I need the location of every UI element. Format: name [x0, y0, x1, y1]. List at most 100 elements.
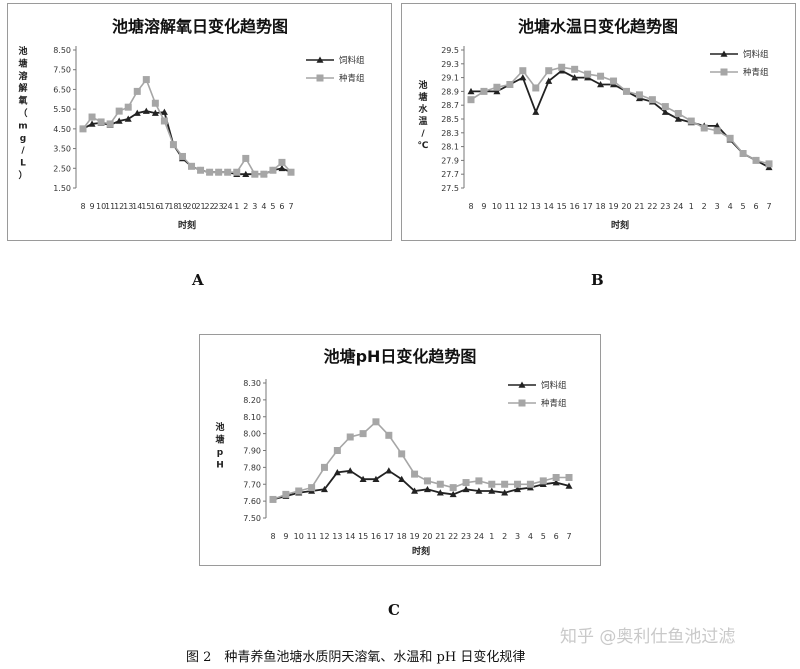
x-tick-label: 7: [288, 202, 293, 211]
x-tick-label: 3: [715, 202, 720, 211]
series-line: [82, 110, 292, 176]
x-tick-label: 3: [515, 532, 520, 541]
panel-letter-c: C: [388, 601, 400, 619]
x-tick-label: 24: [223, 202, 233, 211]
data-point: [359, 430, 367, 438]
data-point: [597, 81, 605, 88]
x-tick-label: 21: [195, 202, 205, 211]
data-point: [142, 76, 150, 84]
data-point: [597, 72, 605, 80]
x-tick-label: 16: [371, 532, 381, 541]
x-tick-label: 8: [80, 202, 85, 211]
chart-title: 池塘溶解氧日变化趋势图: [112, 17, 288, 36]
x-tick-label: 18: [595, 202, 605, 211]
legend-marker: [518, 381, 526, 388]
data-point: [635, 91, 643, 99]
chart-panel-water-temperature: 池塘水温日变化趋势图 27.5 27.7 27.9 28.1 28.3 28.5 28.7 28…: [401, 3, 796, 241]
data-point: [260, 170, 268, 178]
data-point: [648, 96, 656, 104]
x-tick-label: 1: [489, 532, 494, 541]
x-tick-label: 10: [96, 202, 106, 211]
y-tick-label: 27.5: [441, 184, 459, 193]
data-point: [519, 74, 527, 81]
chart-title: 池塘pH日变化趋势图: [324, 347, 477, 366]
data-point: [488, 480, 496, 488]
y-tick-label: 5.50: [53, 105, 71, 114]
data-point: [552, 474, 560, 481]
y-tick-label: 7.90: [243, 447, 261, 456]
x-tick-label: 5: [270, 202, 275, 211]
data-point: [436, 489, 444, 496]
x-tick-label: 20: [186, 202, 196, 211]
x-tick-label: 8: [468, 202, 473, 211]
data-point: [610, 77, 618, 85]
y-tick-label: 8.30: [243, 379, 261, 388]
data-point: [359, 475, 367, 482]
data-point: [514, 485, 522, 493]
watermark: 知乎 @奥利仕鱼池过滤: [560, 627, 736, 647]
chart-title: 池塘水温日变化趋势图: [518, 17, 678, 36]
data-point: [251, 170, 259, 178]
data-point: [197, 166, 205, 174]
x-tick-label: 19: [177, 202, 187, 211]
data-point: [519, 67, 527, 75]
data-point: [713, 127, 721, 135]
x-tick-label: 1: [234, 202, 239, 211]
x-tick-label: 6: [279, 202, 284, 211]
chart-panel-dissolved-oxygen: 池塘溶解氧日变化趋势图 1.50 2.50 3.50 4.50 5.50 6.50 7.50 8…: [7, 3, 392, 241]
data-point: [661, 103, 669, 111]
x-tick-label: 14: [345, 532, 355, 541]
data-point: [480, 87, 488, 95]
x-tick-label: 21: [634, 202, 644, 211]
data-point: [178, 152, 186, 160]
y-tick-label: 27.7: [441, 170, 459, 179]
legend-label: 饲料组: [743, 49, 769, 60]
legend-marker: [720, 50, 728, 57]
x-tick-label: 5: [741, 202, 746, 211]
x-tick-label: 11: [105, 202, 115, 211]
y-axis-label: 池塘水温/℃: [418, 79, 429, 151]
data-point: [333, 447, 341, 454]
x-tick-label: 2: [702, 202, 707, 211]
data-point: [169, 141, 177, 149]
data-point: [493, 87, 501, 95]
x-tick-label: 17: [159, 202, 169, 211]
y-tick-label: 28.7: [441, 101, 459, 110]
data-point: [269, 166, 277, 174]
data-point: [133, 109, 141, 116]
data-point: [88, 120, 96, 127]
legend-marker: [316, 56, 324, 63]
y-tick-label: 6.50: [53, 85, 71, 94]
x-tick-label: 13: [531, 202, 541, 211]
x-tick-label: 23: [461, 532, 471, 541]
data-point: [385, 431, 393, 439]
data-point: [449, 484, 457, 492]
data-point: [385, 467, 393, 474]
x-tick-label: 13: [332, 532, 342, 541]
data-point: [713, 122, 721, 129]
data-point: [565, 474, 573, 481]
x-tick-label: 16: [150, 202, 160, 211]
data-point: [242, 170, 250, 177]
data-point: [233, 168, 241, 176]
legend-label: 饲料组: [339, 55, 365, 66]
x-tick-label: 7: [766, 202, 771, 211]
data-point: [88, 113, 96, 121]
y-tick-label: 29.3: [441, 60, 459, 69]
panel-letter-a: A: [192, 271, 204, 289]
data-point: [287, 168, 295, 176]
data-point: [526, 480, 534, 488]
legend-marker: [518, 399, 526, 407]
data-point: [269, 495, 277, 503]
data-point: [278, 158, 286, 166]
series-line: [82, 77, 292, 175]
data-point: [545, 77, 553, 84]
x-tick-label: 10: [294, 532, 304, 541]
y-tick-label: 29.1: [441, 74, 459, 83]
data-point: [79, 125, 87, 133]
y-tick-label: 29.5: [441, 46, 459, 55]
y-tick-label: 28.9: [441, 87, 459, 96]
y-tick-label: 3.50: [53, 145, 71, 154]
x-tick-label: 7: [566, 532, 571, 541]
legend-label: 饲料组: [541, 380, 567, 391]
